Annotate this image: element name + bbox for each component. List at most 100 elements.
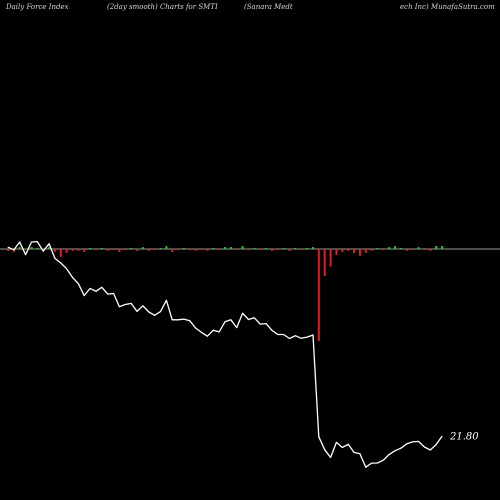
force-bar (100, 248, 103, 249)
force-bar (182, 248, 185, 249)
force-bar (229, 247, 232, 249)
price-point (42, 250, 44, 252)
force-bar (130, 248, 133, 249)
price-point (429, 449, 431, 451)
price-point (195, 327, 197, 329)
price-point (19, 241, 21, 243)
force-bar (329, 249, 332, 267)
chart-header-left: Daily Force Index (6, 3, 69, 11)
force-bar (388, 247, 391, 249)
price-point (95, 290, 97, 292)
force-bar (95, 249, 97, 250)
force-bar (165, 246, 168, 249)
force-bar (247, 249, 250, 250)
force-bar (212, 248, 215, 249)
force-bar (112, 249, 115, 250)
force-bar (358, 249, 361, 256)
force-bar (376, 248, 379, 249)
force-bar (30, 247, 33, 249)
price-point (441, 435, 443, 437)
force-bar (341, 249, 344, 252)
price-point (318, 436, 320, 438)
chart-header-right-b: ech Inc) MunafaSutra.com (400, 3, 495, 11)
last-price-label: 21.80 (449, 431, 479, 442)
price-point (54, 257, 56, 259)
force-bar (417, 247, 420, 249)
force-bar (306, 248, 309, 249)
price-point (312, 334, 314, 336)
price-point (300, 337, 302, 339)
force-bar (323, 249, 326, 277)
force-bar (7, 249, 9, 251)
price-point (136, 310, 138, 312)
price-point (418, 440, 419, 442)
price-point (160, 311, 161, 313)
force-bar (153, 249, 156, 250)
force-bar (141, 247, 144, 249)
price-point (36, 241, 38, 243)
price-point (130, 302, 132, 304)
price-point (165, 299, 167, 301)
force-bar (200, 249, 203, 250)
force-bar (159, 248, 162, 249)
price-point (230, 319, 232, 321)
price-point (259, 323, 261, 325)
price-point (183, 318, 185, 320)
price-point (406, 443, 408, 445)
price-points (7, 241, 443, 468)
force-bar (253, 248, 256, 249)
force-bar (300, 249, 303, 250)
price-line (7, 240, 443, 468)
price-point (359, 453, 361, 455)
price-point (7, 246, 9, 248)
price-point (177, 319, 179, 321)
price-point (224, 321, 226, 323)
price-point (66, 268, 68, 270)
force-bar (423, 249, 426, 250)
force-bar (294, 248, 297, 249)
force-bar (405, 249, 408, 251)
price-point (89, 287, 91, 289)
price-point (283, 334, 285, 335)
price-point (271, 329, 273, 331)
force-bar (188, 249, 191, 250)
price-point (371, 462, 373, 464)
price-point (171, 319, 173, 321)
price-point (377, 462, 378, 464)
force-bar (136, 249, 138, 251)
price-point (400, 447, 402, 449)
force-bar (270, 249, 273, 251)
force-bar (77, 249, 80, 251)
force-bar (18, 247, 21, 249)
price-point (101, 286, 103, 288)
price-point (388, 453, 390, 455)
force-bar (429, 249, 432, 251)
price-point (341, 447, 343, 448)
price-point (154, 314, 156, 316)
price-point (423, 446, 425, 448)
price-point (289, 338, 290, 339)
force-bar (335, 249, 338, 255)
price-point (212, 329, 214, 331)
price-point (218, 331, 220, 333)
price-point (25, 254, 27, 256)
force-bar (364, 249, 367, 253)
force-bar (89, 248, 92, 249)
price-point (77, 283, 79, 285)
force-index-bars (7, 246, 443, 342)
force-bar (347, 249, 350, 251)
force-bar (124, 249, 127, 250)
force-bar (194, 249, 197, 251)
force-bar (42, 249, 45, 250)
force-bar (48, 247, 51, 249)
price-point (306, 336, 308, 338)
force-bar (394, 246, 397, 249)
price-point (124, 304, 126, 305)
price-point (189, 320, 191, 322)
force-bar (224, 247, 226, 249)
price-point (48, 243, 50, 245)
force-bar (276, 249, 279, 250)
price-point (60, 262, 62, 264)
price-point (107, 293, 109, 295)
